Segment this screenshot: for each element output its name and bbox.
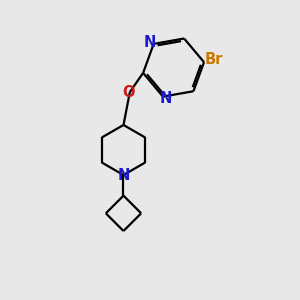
Text: N: N (117, 167, 130, 182)
Text: Br: Br (205, 52, 224, 67)
Text: N: N (159, 91, 172, 106)
Text: O: O (122, 85, 135, 100)
Text: N: N (144, 35, 156, 50)
